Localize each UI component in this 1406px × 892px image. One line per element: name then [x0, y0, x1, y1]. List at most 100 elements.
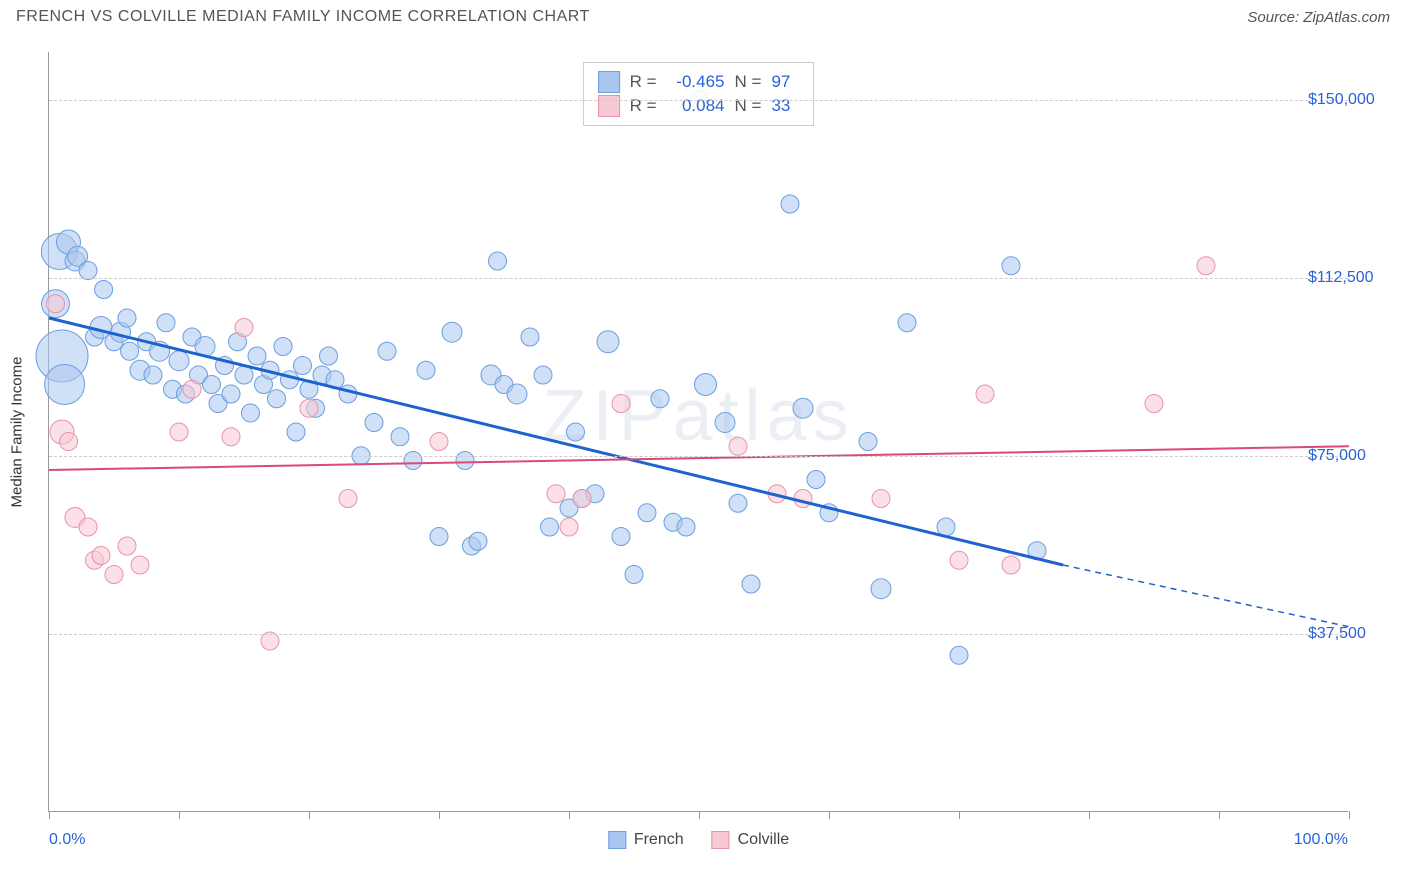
- x-axis-min-label: 0.0%: [49, 831, 85, 849]
- scatter-point: [268, 390, 286, 408]
- scatter-point: [521, 328, 539, 346]
- scatter-point: [937, 518, 955, 536]
- scatter-point: [60, 433, 78, 451]
- scatter-point: [742, 575, 760, 593]
- legend-item-french: French: [608, 831, 684, 849]
- scatter-point: [118, 537, 136, 555]
- scatter-point: [235, 319, 253, 337]
- scatter-point: [547, 485, 565, 503]
- scatter-point: [612, 528, 630, 546]
- legend-swatch-sm-colville: [712, 831, 730, 849]
- scatter-point: [378, 342, 396, 360]
- correlation-legend: R = -0.465 N = 97 R = 0.084 N = 33: [583, 62, 815, 126]
- scatter-point: [1197, 257, 1215, 275]
- legend-row-colville: R = 0.084 N = 33: [598, 95, 800, 117]
- scatter-point: [871, 579, 891, 599]
- scatter-point: [203, 376, 221, 394]
- scatter-point: [534, 366, 552, 384]
- scatter-point: [560, 518, 578, 536]
- scatter-point: [45, 365, 85, 405]
- scatter-point: [274, 338, 292, 356]
- scatter-point: [793, 398, 813, 418]
- scatter-point: [442, 322, 462, 342]
- scatter-point: [638, 504, 656, 522]
- scatter-point: [677, 518, 695, 536]
- scatter-point: [715, 413, 735, 433]
- x-tick: [959, 811, 960, 819]
- scatter-point: [807, 471, 825, 489]
- legend-item-colville: Colville: [712, 831, 790, 849]
- scatter-point: [300, 399, 318, 417]
- scatter-point: [391, 428, 409, 446]
- trend-line-extrapolated: [1063, 565, 1349, 627]
- scatter-point: [281, 371, 299, 389]
- scatter-point: [430, 528, 448, 546]
- x-axis-max-label: 100.0%: [1294, 831, 1348, 849]
- series-legend: French Colville: [608, 831, 789, 849]
- n-label: N =: [735, 72, 762, 92]
- chart-title: FRENCH VS COLVILLE MEDIAN FAMILY INCOME …: [16, 8, 590, 26]
- scatter-point: [222, 385, 240, 403]
- grid-line: [49, 100, 1348, 101]
- scatter-point: [79, 518, 97, 536]
- scatter-point: [235, 366, 253, 384]
- source-prefix: Source:: [1247, 9, 1303, 26]
- scatter-point: [1002, 556, 1020, 574]
- scatter-point: [417, 361, 435, 379]
- grid-line: [49, 634, 1348, 635]
- y-tick-label: $150,000: [1298, 91, 1398, 109]
- scatter-point: [1002, 257, 1020, 275]
- chart-header: FRENCH VS COLVILLE MEDIAN FAMILY INCOME …: [0, 0, 1406, 34]
- scatter-point: [469, 532, 487, 550]
- scatter-point: [121, 342, 139, 360]
- scatter-point: [242, 404, 260, 422]
- y-axis-label: Median Family Income: [9, 356, 26, 507]
- trend-line: [49, 446, 1349, 470]
- x-tick: [1089, 811, 1090, 819]
- scatter-point: [320, 347, 338, 365]
- scatter-point: [781, 195, 799, 213]
- scatter-point: [950, 551, 968, 569]
- scatter-point: [144, 366, 162, 384]
- scatter-point: [1145, 395, 1163, 413]
- scatter-point: [92, 547, 110, 565]
- scatter-point: [625, 566, 643, 584]
- scatter-point: [294, 357, 312, 375]
- scatter-point: [859, 433, 877, 451]
- scatter-point: [430, 433, 448, 451]
- legend-label-colville: Colville: [738, 831, 790, 849]
- scatter-point: [729, 437, 747, 455]
- x-tick: [179, 811, 180, 819]
- scatter-point: [573, 490, 591, 508]
- scatter-point: [794, 490, 812, 508]
- r-value-french: -0.465: [667, 72, 725, 92]
- scatter-point: [612, 395, 630, 413]
- y-tick-label: $75,000: [1298, 447, 1398, 465]
- scatter-point: [365, 414, 383, 432]
- legend-row-french: R = -0.465 N = 97: [598, 71, 800, 93]
- grid-line: [49, 278, 1348, 279]
- scatter-point: [898, 314, 916, 332]
- x-tick: [699, 811, 700, 819]
- scatter-point: [287, 423, 305, 441]
- x-tick: [1349, 811, 1350, 819]
- x-tick: [1219, 811, 1220, 819]
- r-label: R =: [630, 72, 657, 92]
- legend-swatch-colville: [598, 95, 620, 117]
- x-tick: [49, 811, 50, 819]
- scatter-point: [95, 281, 113, 299]
- scatter-point: [541, 518, 559, 536]
- scatter-point: [248, 347, 266, 365]
- scatter-point: [131, 556, 149, 574]
- scatter-point: [169, 351, 189, 371]
- scatter-svg: [49, 52, 1348, 811]
- scatter-point: [170, 423, 188, 441]
- legend-swatch-sm-french: [608, 831, 626, 849]
- scatter-point: [872, 490, 890, 508]
- legend-label-french: French: [634, 831, 684, 849]
- x-tick: [829, 811, 830, 819]
- scatter-point: [651, 390, 669, 408]
- source-name: ZipAtlas.com: [1303, 9, 1390, 26]
- x-tick: [439, 811, 440, 819]
- scatter-point: [47, 295, 65, 313]
